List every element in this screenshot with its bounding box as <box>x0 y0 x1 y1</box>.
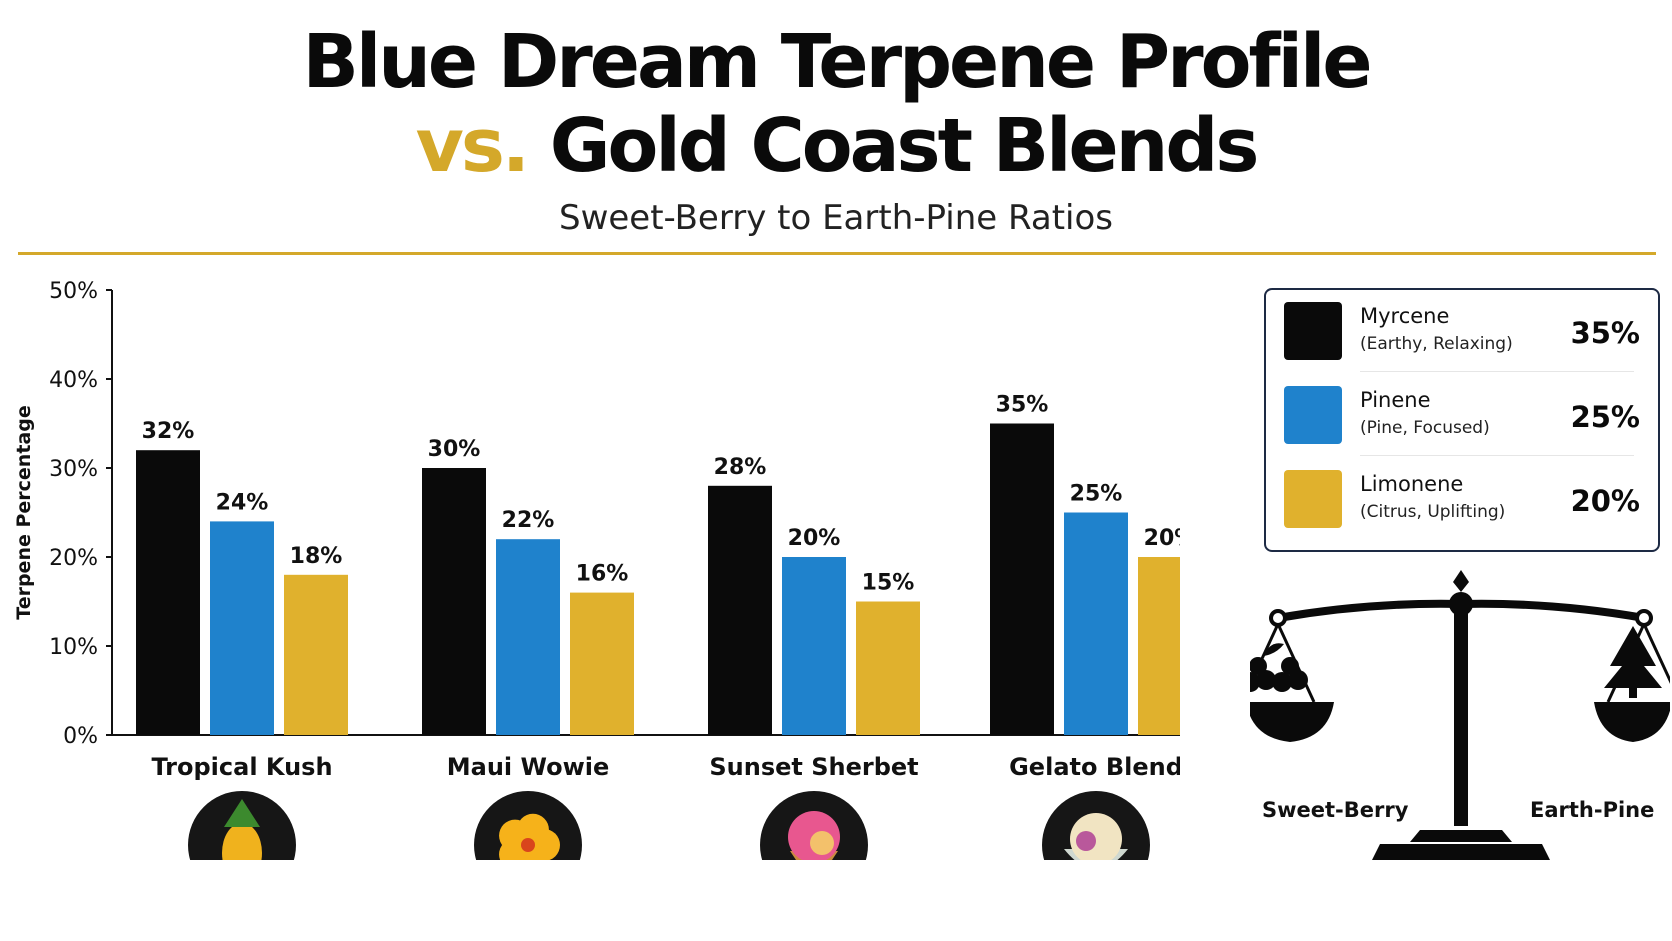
legend-swatch-pinene <box>1284 386 1342 444</box>
bar-pinene-1 <box>496 539 560 735</box>
bar-chart: 0% 10% 20% 30% 40% 50% Terpene Percentage Tropi… <box>13 279 1180 860</box>
bar-myrcene-2 <box>708 485 772 735</box>
data-label: 30% <box>428 437 481 462</box>
bar-myrcene-0 <box>136 450 200 735</box>
legend-desc: (Pine, Focused) <box>1360 418 1490 438</box>
y-tick-label: 20% <box>49 546 98 571</box>
scoop-swirl <box>810 831 834 855</box>
bar-limonene-1 <box>570 592 634 735</box>
legend-item-myrcene: Myrcene (Earthy, Relaxing) 35% <box>1266 290 1658 370</box>
title-block: Blue Dream Terpene Profile vs. Gold Coas… <box>0 20 1672 238</box>
flower-center <box>521 838 535 852</box>
legend-swatch-myrcene <box>1284 302 1342 360</box>
y-tick-label: 0% <box>63 724 98 749</box>
berries-icon <box>1250 643 1308 692</box>
chart-title-line-2-text: Gold Coast Blends <box>549 103 1260 189</box>
y-tick-label: 50% <box>49 279 98 304</box>
legend-value: 35% <box>1570 316 1640 350</box>
chart-subtitle: Sweet-Berry to Earth-Pine Ratios <box>558 198 1113 238</box>
y-tick-label: 10% <box>49 635 98 660</box>
bar-myrcene-1 <box>422 468 486 735</box>
data-label: 20% <box>1144 526 1180 551</box>
bar-limonene-3 <box>1138 557 1180 735</box>
data-label: 32% <box>142 419 195 444</box>
chart-title-line-1: Blue Dream Terpene Profile <box>302 19 1372 105</box>
bar-pinene-3 <box>1064 512 1128 735</box>
bar-marks: 32% 24% 18% 30% 22% 16% 28% 20% 15% 35% 25% 20% <box>136 393 1180 735</box>
legend-desc: (Citrus, Uplifting) <box>1360 502 1506 522</box>
legend-divider <box>1360 455 1634 456</box>
category-icons <box>188 791 1150 860</box>
balance-scale-icon <box>1250 570 1670 860</box>
legend-name: Limonene <box>1360 472 1464 496</box>
data-label: 35% <box>996 393 1049 418</box>
pine-tree-icon <box>1604 626 1662 698</box>
legend-value: 20% <box>1570 484 1640 518</box>
legend-swatch-limonene <box>1284 470 1342 528</box>
chart-title-line-2: vs. Gold Coast Blends <box>0 104 1672 188</box>
legend-name: Myrcene <box>1360 304 1450 328</box>
x-tick-label: Gelato Blend <box>1009 753 1180 781</box>
bar-limonene-2 <box>856 601 920 735</box>
data-label: 15% <box>862 571 915 596</box>
data-label: 16% <box>576 562 629 587</box>
title-divider <box>18 252 1656 255</box>
bar-pinene-0 <box>210 521 274 735</box>
x-tick-label: Tropical Kush <box>151 753 332 781</box>
data-label: 28% <box>714 455 767 480</box>
earth-pine-label: Earth-Pine <box>1530 798 1655 822</box>
legend-value: 25% <box>1570 400 1640 434</box>
y-axis-label: Terpene Percentage <box>13 405 35 619</box>
flower-petal <box>516 813 549 846</box>
data-label: 25% <box>1070 482 1123 507</box>
chart-axes: 0% 10% 20% 30% 40% 50% Terpene Percentage Tropi… <box>13 279 1180 781</box>
data-label: 20% <box>788 526 841 551</box>
bar-pinene-2 <box>782 557 846 735</box>
legend-name: Pinene <box>1360 388 1431 412</box>
legend-item-pinene: Pinene (Pine, Focused) 25% <box>1266 374 1658 454</box>
y-tick-label: 30% <box>49 457 98 482</box>
legend-panel: Myrcene (Earthy, Relaxing) 35% Pinene (P… <box>1264 288 1660 552</box>
data-label: 22% <box>502 508 555 533</box>
x-tick-label: Sunset Sherbet <box>709 753 918 781</box>
legend-item-limonene: Limonene (Citrus, Uplifting) 20% <box>1266 458 1658 538</box>
legend-desc: (Earthy, Relaxing) <box>1360 334 1513 354</box>
pineapple-leaves <box>224 799 260 827</box>
gelato-swirl <box>1076 831 1096 851</box>
pineapple-body <box>222 823 262 860</box>
bar-limonene-0 <box>284 574 348 735</box>
legend-divider <box>1360 371 1634 372</box>
data-label: 24% <box>216 490 269 515</box>
bar-myrcene-3 <box>990 423 1054 735</box>
sweet-berry-label: Sweet-Berry <box>1262 798 1409 822</box>
vs-text: vs. <box>415 103 530 189</box>
x-tick-label: Maui Wowie <box>447 753 610 781</box>
data-label: 18% <box>290 544 343 569</box>
y-tick-label: 40% <box>49 368 98 393</box>
